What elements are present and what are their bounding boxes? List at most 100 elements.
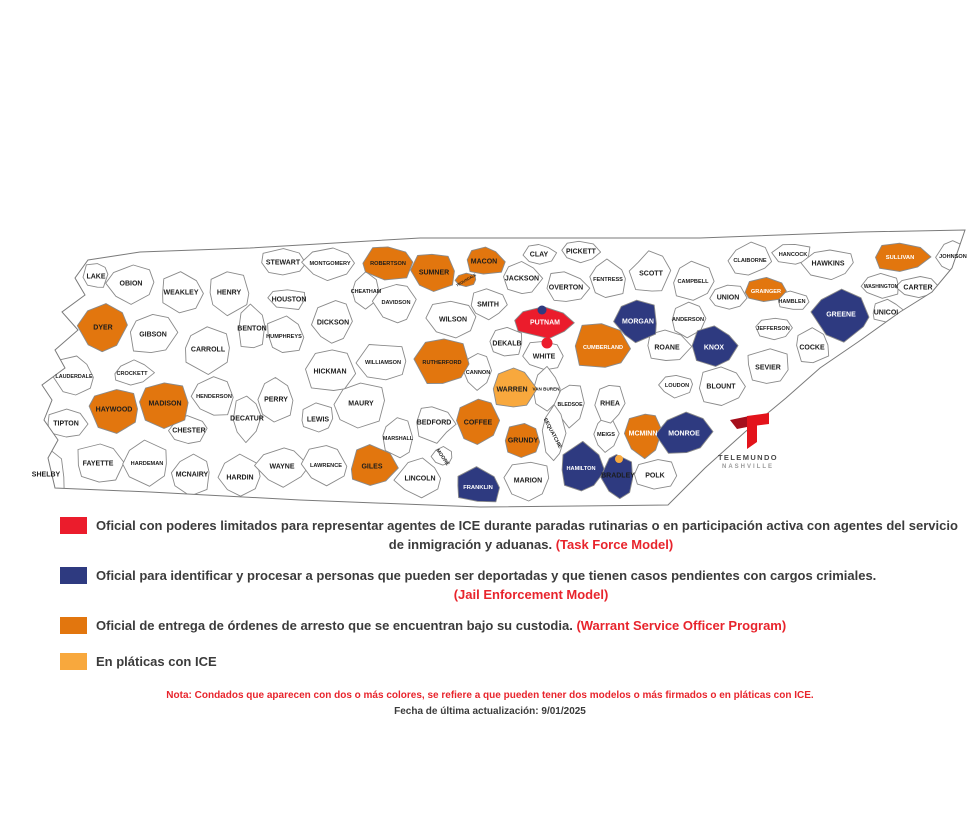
county-label-maury: MAURY — [348, 401, 374, 408]
county-maury — [333, 382, 385, 429]
county-jefferson — [755, 317, 793, 341]
county-overton — [546, 271, 591, 302]
county-label-humphreys: HUMPHREYS — [266, 334, 302, 340]
county-washington — [860, 272, 899, 299]
legend-item-jail-enforcement: Oficial para identificar y procesar a pe… — [60, 566, 966, 604]
county-henry — [209, 271, 250, 317]
county-clay — [522, 244, 558, 265]
county-label-cheatham: CHEATHAM — [351, 289, 382, 295]
county-label-scott: SCOTT — [639, 271, 663, 278]
model-label: (Warrant Service Officer Program) — [576, 618, 787, 633]
county-label-madison: MADISON — [148, 401, 181, 408]
county-benton — [238, 303, 266, 349]
county-franklin — [457, 466, 500, 503]
county-cumberland — [574, 323, 631, 368]
county-crockett — [114, 359, 155, 386]
county-loudon — [658, 374, 693, 399]
county-decatur — [232, 395, 262, 444]
county-hardeman — [122, 439, 167, 487]
county-warren — [492, 367, 538, 408]
county-label-coffee: COFFEE — [464, 420, 493, 427]
county-hamilton — [561, 440, 606, 492]
county-label-henderson: HENDERSON — [196, 394, 232, 400]
county-label-campbell: CAMPBELL — [677, 279, 709, 285]
county-gibson — [129, 313, 179, 354]
county-sumner — [410, 253, 455, 292]
county-label-giles: GILES — [361, 464, 382, 471]
county-hawkins — [800, 249, 854, 281]
county-label-shelby: SHELBY — [32, 472, 61, 479]
county-label-houston: HOUSTON — [272, 297, 307, 304]
county-label-loudon: LOUDON — [665, 383, 689, 389]
county-label-johnson: JOHNSON — [939, 254, 967, 260]
county-label-henry: HENRY — [217, 290, 242, 297]
county-label-clay: CLAY — [530, 252, 549, 259]
county-label-morgan: MORGAN — [622, 319, 654, 326]
logo-text-telemundo: TELEMUNDO — [718, 453, 778, 462]
county-claiborne — [727, 241, 773, 276]
county-blount — [698, 366, 746, 406]
county-label-mcnairy: MCNAIRY — [176, 472, 209, 479]
county-perry — [257, 377, 294, 423]
county-label-benton: BENTON — [237, 326, 266, 333]
county-label-knox: KNOX — [704, 345, 725, 352]
county-grundy — [504, 423, 541, 458]
county-greene — [810, 288, 870, 343]
county-stewart — [261, 248, 307, 276]
county-label-hardeman: HARDEMAN — [131, 461, 164, 467]
model-dot-bradley — [615, 455, 623, 463]
legend-swatch-platicas — [60, 653, 87, 670]
county-label-claiborne: CLAIBORNE — [733, 258, 767, 264]
county-rhea — [594, 384, 626, 424]
county-tipton — [47, 408, 89, 438]
county-trousdale — [454, 272, 477, 288]
county-label-williamson: WILLIAMSON — [365, 360, 401, 366]
county-label-haywood: HAYWOOD — [96, 407, 133, 414]
county-label-cocke: COCKE — [799, 345, 825, 352]
county-williamson — [355, 344, 407, 381]
county-moore — [430, 446, 453, 466]
county-union — [709, 284, 748, 310]
county-label-jefferson: JEFFERSON — [756, 326, 790, 332]
county-lewis — [301, 402, 334, 433]
legend-swatch-warrant-service — [60, 617, 87, 634]
telemundo-t-icon — [747, 413, 769, 449]
county-coffee — [456, 398, 501, 445]
county-label-mcminn: MCMINN — [629, 431, 658, 438]
county-label-pickett: PICKETT — [566, 249, 597, 256]
county-obion — [105, 264, 155, 305]
county-label-bledsoe: BLEDSOE — [557, 402, 583, 408]
county-putnam — [514, 306, 575, 340]
county-label-gibson: GIBSON — [139, 332, 167, 339]
county-label-crockett: CROCKETT — [116, 371, 148, 377]
county-label-hawkins: HAWKINS — [811, 261, 844, 268]
county-label-dickson: DICKSON — [317, 320, 349, 327]
county-label-lauderdale: LAUDERDALE — [55, 374, 93, 380]
county-label-sevier: SEVIER — [755, 365, 781, 372]
county-hickman — [305, 349, 357, 391]
county-label-fayette: FAYETTE — [83, 461, 114, 468]
county-lawrence — [300, 445, 348, 487]
county-monroe — [655, 411, 714, 454]
county-davidson — [371, 284, 417, 324]
county-label-rhea: RHEA — [600, 401, 620, 408]
county-label-carter: CARTER — [903, 285, 932, 292]
telemundo-t-icon — [730, 416, 747, 429]
tennessee-county-map: LAKE OBION WEAKLEY HENRY STEWART MONTGOMERY HO… — [32, 229, 967, 508]
legend-line: Oficial para identificar y procesar a pe… — [96, 568, 877, 583]
county-carroll — [185, 326, 230, 375]
county-wilson — [425, 300, 477, 339]
county-fayette — [77, 443, 125, 483]
county-jackson — [503, 261, 544, 295]
county-label-overton: OVERTON — [549, 285, 584, 292]
county-label-washington: WASHINGTON — [864, 284, 899, 290]
county-morgan — [613, 299, 657, 344]
county-label-lake: LAKE — [86, 274, 105, 281]
county-marshall — [382, 417, 414, 459]
legend-text-task-force: Oficial con poderes limitados para repre… — [96, 516, 966, 554]
county-label-obion: OBION — [120, 281, 143, 288]
county-label-cumberland: CUMBERLAND — [583, 345, 623, 351]
county-label-dekalb: DEKALB — [492, 341, 521, 348]
county-bedford — [416, 406, 457, 444]
county-haywood — [88, 389, 138, 434]
